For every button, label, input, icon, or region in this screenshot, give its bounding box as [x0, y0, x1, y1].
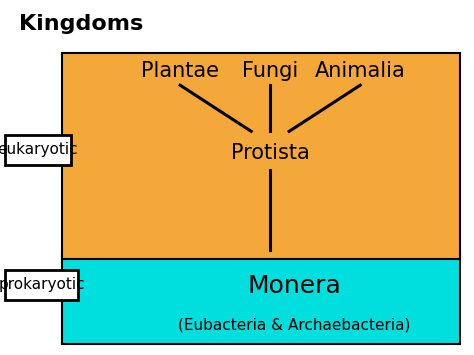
- Text: Kingdoms: Kingdoms: [19, 14, 143, 34]
- Text: Plantae: Plantae: [141, 61, 219, 81]
- FancyBboxPatch shape: [5, 270, 78, 300]
- FancyBboxPatch shape: [62, 252, 460, 344]
- FancyBboxPatch shape: [62, 53, 460, 259]
- Text: Protista: Protista: [231, 143, 310, 163]
- Text: (Eubacteria & Archaebacteria): (Eubacteria & Archaebacteria): [178, 317, 410, 332]
- Text: Fungi: Fungi: [242, 61, 298, 81]
- Text: prokaryotic: prokaryotic: [0, 277, 85, 293]
- FancyBboxPatch shape: [5, 135, 71, 165]
- Text: eukaryotic: eukaryotic: [0, 142, 78, 158]
- Text: Monera: Monera: [247, 274, 341, 298]
- Text: Animalia: Animalia: [315, 61, 406, 81]
